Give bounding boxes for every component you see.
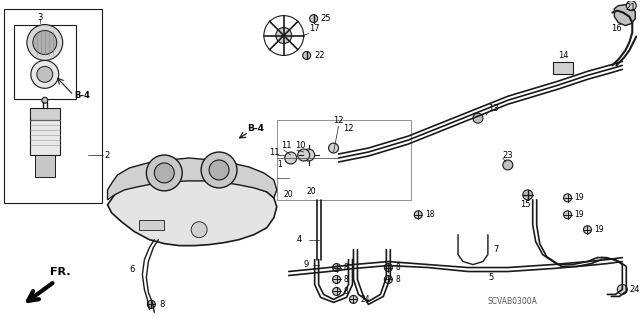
Bar bbox=[140, 220, 164, 230]
Text: 12: 12 bbox=[333, 116, 344, 125]
Text: SCVAB0300A: SCVAB0300A bbox=[488, 297, 538, 306]
Text: 8: 8 bbox=[159, 300, 164, 309]
Text: 19: 19 bbox=[575, 210, 584, 219]
Text: 13: 13 bbox=[488, 104, 499, 113]
Circle shape bbox=[584, 226, 591, 234]
Circle shape bbox=[31, 60, 59, 88]
Text: 7: 7 bbox=[493, 245, 499, 254]
Bar bbox=[277, 120, 412, 200]
Text: 24: 24 bbox=[360, 295, 370, 304]
Text: 2: 2 bbox=[104, 151, 110, 160]
Text: 14: 14 bbox=[557, 51, 568, 60]
Text: 8: 8 bbox=[344, 263, 348, 272]
Text: 23: 23 bbox=[503, 151, 513, 160]
Text: B-4: B-4 bbox=[247, 124, 264, 133]
Text: 12: 12 bbox=[344, 124, 354, 133]
Circle shape bbox=[303, 149, 315, 161]
Circle shape bbox=[503, 160, 513, 170]
Circle shape bbox=[564, 194, 572, 202]
Circle shape bbox=[191, 222, 207, 238]
Text: 3: 3 bbox=[37, 13, 42, 22]
Bar bbox=[14, 25, 76, 99]
Circle shape bbox=[154, 163, 174, 183]
Circle shape bbox=[33, 31, 57, 55]
Bar bbox=[4, 9, 102, 203]
Circle shape bbox=[385, 276, 392, 284]
Circle shape bbox=[298, 149, 310, 161]
Circle shape bbox=[333, 287, 340, 295]
Bar bbox=[30, 120, 60, 155]
Circle shape bbox=[523, 190, 532, 200]
Text: 25: 25 bbox=[321, 14, 331, 23]
Circle shape bbox=[42, 97, 48, 103]
Text: 22: 22 bbox=[315, 51, 325, 60]
Circle shape bbox=[310, 15, 317, 23]
Text: 21: 21 bbox=[625, 3, 636, 12]
Polygon shape bbox=[108, 178, 277, 246]
Circle shape bbox=[414, 211, 422, 219]
Circle shape bbox=[147, 155, 182, 191]
Text: 1: 1 bbox=[277, 160, 282, 169]
Circle shape bbox=[147, 300, 156, 308]
Circle shape bbox=[209, 160, 229, 180]
Circle shape bbox=[201, 152, 237, 188]
Circle shape bbox=[618, 285, 627, 294]
Circle shape bbox=[385, 263, 392, 271]
Text: 8: 8 bbox=[344, 287, 348, 296]
Text: 24: 24 bbox=[629, 285, 640, 294]
Text: FR.: FR. bbox=[50, 268, 70, 278]
Circle shape bbox=[349, 295, 358, 303]
Circle shape bbox=[303, 51, 310, 59]
Text: 11: 11 bbox=[269, 147, 279, 157]
Circle shape bbox=[333, 276, 340, 284]
Text: 4: 4 bbox=[297, 235, 302, 244]
Text: 20: 20 bbox=[284, 190, 293, 199]
Circle shape bbox=[333, 263, 340, 271]
Circle shape bbox=[27, 25, 63, 60]
Text: 15: 15 bbox=[520, 200, 531, 209]
Text: 9: 9 bbox=[304, 260, 309, 269]
Bar bbox=[552, 63, 573, 74]
Text: 8: 8 bbox=[396, 275, 400, 284]
Bar bbox=[30, 108, 60, 120]
Polygon shape bbox=[614, 5, 636, 26]
Text: 10: 10 bbox=[295, 141, 305, 150]
Polygon shape bbox=[108, 158, 277, 200]
Text: 16: 16 bbox=[611, 24, 622, 33]
Circle shape bbox=[564, 211, 572, 219]
Text: 8: 8 bbox=[396, 263, 400, 272]
Text: 11: 11 bbox=[281, 141, 291, 150]
Circle shape bbox=[276, 27, 292, 43]
Text: 5: 5 bbox=[488, 273, 493, 282]
Circle shape bbox=[37, 66, 52, 82]
Bar bbox=[35, 155, 55, 177]
Circle shape bbox=[328, 143, 339, 153]
Circle shape bbox=[473, 113, 483, 123]
Text: B-4: B-4 bbox=[75, 91, 90, 100]
Text: 18: 18 bbox=[425, 210, 435, 219]
Circle shape bbox=[627, 1, 636, 11]
Text: 20: 20 bbox=[307, 187, 316, 197]
Text: 6: 6 bbox=[129, 265, 135, 274]
Text: 19: 19 bbox=[595, 225, 604, 234]
Text: 17: 17 bbox=[308, 24, 319, 33]
Text: 19: 19 bbox=[575, 193, 584, 202]
Circle shape bbox=[285, 152, 297, 164]
Text: 8: 8 bbox=[344, 275, 348, 284]
